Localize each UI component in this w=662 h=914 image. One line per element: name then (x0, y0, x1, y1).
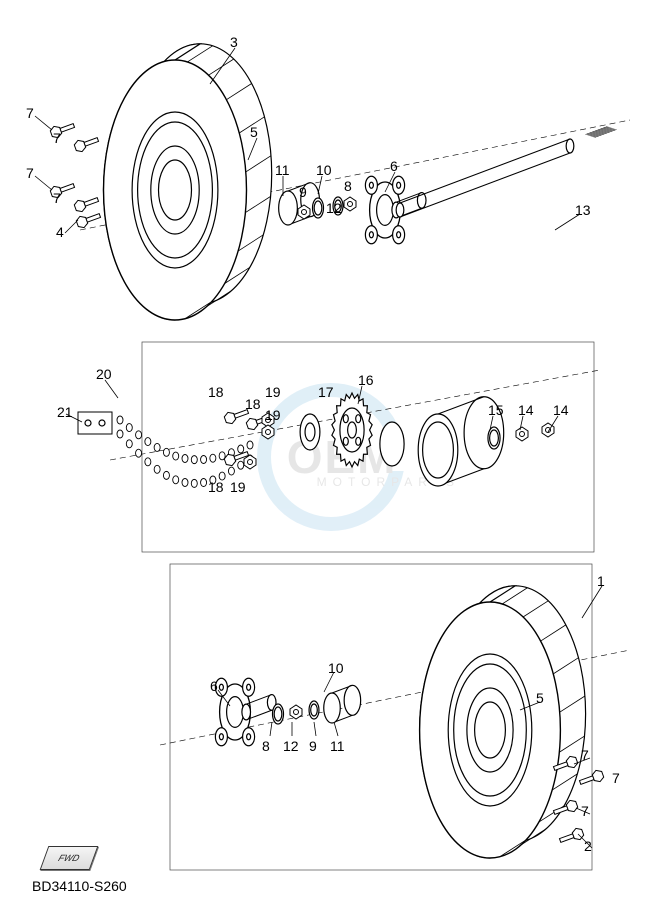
callout-6: 6 (390, 158, 398, 174)
callout-3: 3 (230, 34, 238, 50)
callout-18: 18 (208, 479, 224, 495)
callout-6: 6 (210, 678, 218, 694)
part-number-code: BD34110-S260 (32, 878, 127, 894)
diagram-canvas: OEM MOTORPARTS 3777745119101286132021181… (0, 0, 662, 914)
callout-7: 7 (53, 130, 61, 146)
callout-4: 4 (56, 224, 64, 240)
callout-20: 20 (96, 366, 112, 382)
callout-14: 14 (553, 402, 569, 418)
callout-11: 11 (330, 738, 345, 754)
callout-16: 16 (358, 372, 374, 388)
callout-7: 7 (612, 770, 620, 786)
callout-10: 10 (316, 162, 332, 178)
callout-19: 19 (265, 384, 281, 400)
callout-7: 7 (581, 803, 589, 819)
callout-2: 2 (584, 838, 592, 854)
callout-8: 8 (344, 178, 352, 194)
callout-19: 19 (265, 407, 281, 423)
callout-10: 10 (328, 660, 344, 676)
fwd-badge: FWD (40, 846, 99, 870)
callout-7: 7 (581, 747, 589, 763)
callout-18: 18 (208, 384, 224, 400)
callout-21: 21 (57, 404, 73, 420)
callout-7: 7 (26, 105, 34, 121)
callout-13: 13 (575, 202, 591, 218)
callout-1: 1 (597, 573, 605, 589)
callout-19: 19 (230, 479, 246, 495)
callout-5: 5 (250, 124, 258, 140)
callout-7: 7 (26, 165, 34, 181)
callout-5: 5 (536, 690, 544, 706)
callout-11: 11 (275, 162, 290, 178)
callout-7: 7 (53, 190, 61, 206)
callout-9: 9 (309, 738, 317, 754)
callout-12: 12 (326, 200, 342, 216)
callout-8: 8 (262, 738, 270, 754)
callout-14: 14 (518, 402, 534, 418)
parts-svg (0, 0, 662, 914)
callout-12: 12 (283, 738, 299, 754)
callout-18: 18 (245, 396, 261, 412)
callout-15: 15 (488, 402, 504, 418)
fwd-label: FWD (57, 853, 81, 863)
callout-9: 9 (299, 184, 307, 200)
callout-17: 17 (318, 384, 334, 400)
